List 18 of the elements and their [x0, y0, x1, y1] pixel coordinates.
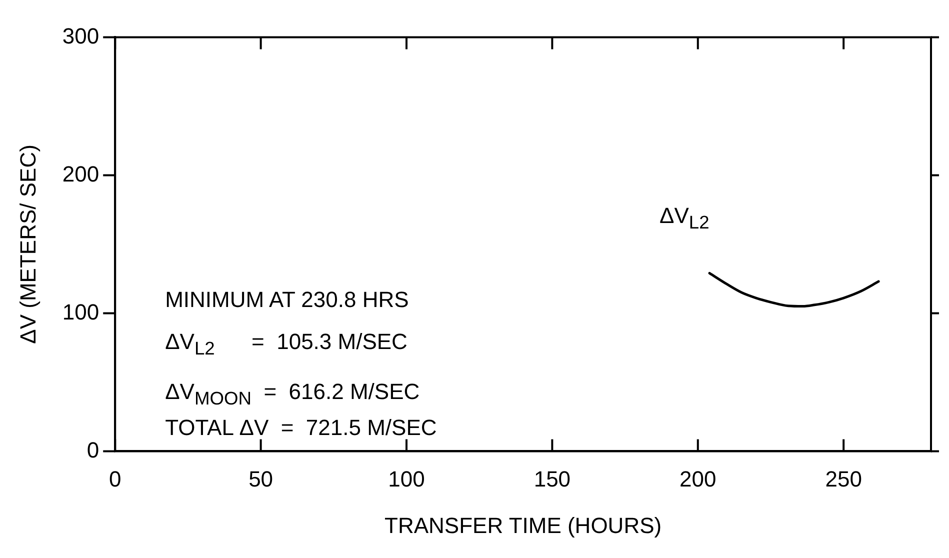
y-tick-label: 300 [62, 23, 100, 48]
x-tick-label: 50 [248, 466, 274, 492]
line-series [708, 272, 880, 308]
annotation: MINIMUM AT 230.8 HRS [165, 287, 409, 314]
text: ΔV$_{L2}$ = 105.3 M/SEC [165, 329, 408, 359]
x-tick-label: 0 [108, 466, 122, 492]
series-label: ΔV$_{L2}$ [660, 203, 710, 235]
y-tick-label: 200 [62, 161, 100, 186]
y-tick-label: 0 [86, 437, 100, 462]
annotation: TOTAL ΔV = 721.5 M/SEC [165, 415, 437, 442]
y-tick-label: 100 [62, 299, 100, 324]
annotation: ΔV$_{MOON}$ = 616.2 M/SEC [165, 379, 420, 411]
x-tick-label: 200 [680, 466, 716, 492]
x-axis-title: TRANSFER TIME (HOURS) [384, 512, 662, 538]
x-tick-label: 250 [825, 466, 862, 492]
x-tick-label: 150 [534, 466, 571, 492]
x-tick-label: 100 [388, 466, 425, 492]
y-axis-title: ΔV (METERS/ SEC) [15, 144, 40, 344]
